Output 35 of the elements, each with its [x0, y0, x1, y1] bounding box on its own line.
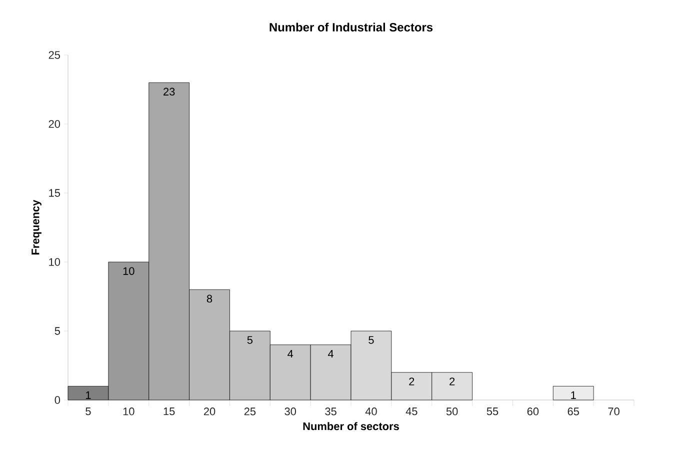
data-label: 5: [368, 336, 374, 344]
y-axis-title: Frequency: [32, 200, 42, 254]
y-tick-label: 5: [54, 327, 60, 335]
x-axis-title: Number of sectors: [303, 422, 399, 430]
y-tick-label: 10: [49, 258, 60, 266]
data-label: 2: [409, 378, 414, 386]
bar: [552, 386, 594, 400]
x-tick-label: 50: [446, 408, 458, 416]
data-label: 5: [247, 336, 253, 344]
chart-title: Number of Industrial Sectors: [270, 22, 433, 32]
y-tick-label: 20: [48, 120, 60, 128]
x-tick-label: 15: [164, 408, 175, 416]
data-label: 4: [328, 350, 334, 358]
data-label: 10: [123, 267, 134, 275]
data-label: 1: [86, 391, 91, 399]
data-label: 4: [288, 350, 294, 358]
x-tick-label: 20: [204, 408, 216, 416]
data-label: 1: [571, 391, 576, 399]
data-label: 2: [450, 378, 455, 386]
x-tick-label: 70: [608, 408, 620, 416]
x-tick-label: 5: [86, 408, 91, 416]
x-tick-label: 10: [123, 408, 134, 416]
x-tick-label: 65: [568, 408, 579, 416]
data-label: 23: [164, 88, 175, 96]
x-tick-label: 35: [325, 408, 336, 416]
x-tick-label: 25: [244, 408, 256, 416]
x-tick-label: 30: [284, 408, 296, 416]
y-tick-label: 0: [54, 396, 60, 404]
x-tick-label: 40: [365, 408, 377, 416]
x-tick-label: 55: [486, 408, 498, 416]
y-tick-label: 15: [49, 189, 60, 197]
data-label: 8: [206, 294, 212, 303]
y-tick-label: 25: [48, 51, 60, 59]
x-tick-label: 45: [406, 408, 418, 416]
x-tick-label: 60: [527, 408, 539, 416]
